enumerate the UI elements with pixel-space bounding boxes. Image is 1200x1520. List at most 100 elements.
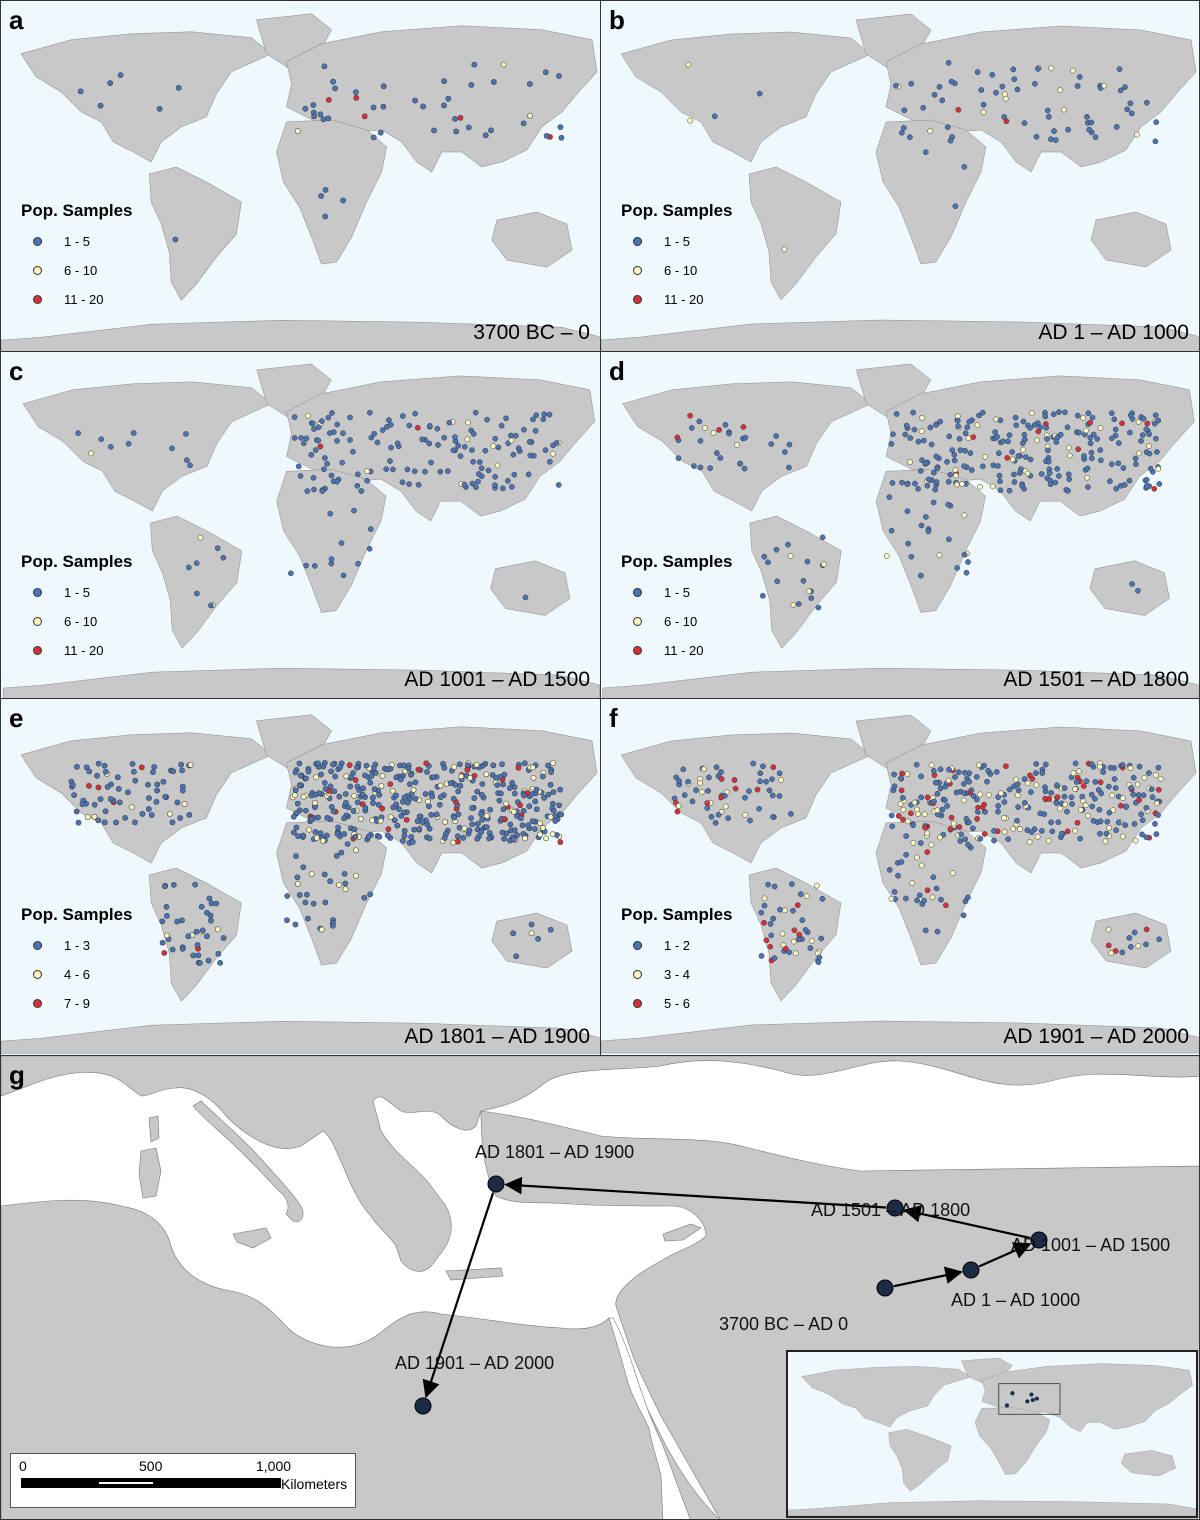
sample-point bbox=[893, 411, 900, 417]
sample-point bbox=[486, 835, 492, 842]
sample-point bbox=[1054, 794, 1061, 800]
sample-point bbox=[977, 835, 984, 842]
sample-point bbox=[528, 930, 535, 937]
sample-point bbox=[445, 468, 451, 474]
sample-point bbox=[919, 414, 925, 421]
world-map bbox=[602, 363, 1199, 698]
sample-point bbox=[910, 409, 916, 416]
legend-label: 1 - 2 bbox=[664, 938, 691, 953]
sample-point bbox=[129, 761, 136, 767]
sample-point bbox=[139, 811, 146, 817]
sample-point bbox=[924, 482, 931, 489]
sample-point bbox=[186, 812, 193, 818]
sample-point bbox=[955, 106, 962, 113]
sample-point bbox=[101, 819, 108, 826]
land-north-america bbox=[801, 1366, 972, 1428]
sample-point bbox=[961, 781, 967, 787]
sample-point bbox=[959, 481, 965, 487]
sample-point bbox=[91, 801, 98, 808]
sample-point bbox=[473, 761, 480, 768]
sample-point bbox=[1157, 775, 1164, 782]
sample-point bbox=[1055, 819, 1062, 826]
sample-point bbox=[208, 900, 215, 907]
sample-point bbox=[782, 449, 788, 455]
sample-point bbox=[770, 915, 777, 922]
sample-point bbox=[483, 771, 490, 778]
land-south-america bbox=[748, 166, 842, 301]
sample-point bbox=[922, 824, 928, 831]
sample-point bbox=[487, 806, 493, 813]
sample-point bbox=[348, 774, 355, 780]
sample-point bbox=[1148, 786, 1155, 792]
sample-point bbox=[1143, 926, 1150, 933]
sample-point bbox=[355, 471, 361, 478]
sample-point bbox=[1021, 485, 1027, 492]
sample-point bbox=[713, 764, 720, 771]
sample-point bbox=[340, 572, 347, 579]
sample-point bbox=[406, 481, 412, 487]
sample-point bbox=[934, 807, 941, 814]
path-label-3: AD 1001 – AD 1500 bbox=[1011, 1235, 1171, 1255]
sample-point bbox=[1126, 935, 1133, 941]
legend-dot-mid bbox=[33, 617, 42, 626]
sample-point bbox=[125, 440, 132, 447]
sample-point bbox=[1080, 783, 1087, 789]
sample-point bbox=[1140, 792, 1147, 799]
sample-point bbox=[506, 785, 513, 792]
sample-point bbox=[358, 815, 364, 822]
sample-point bbox=[760, 763, 766, 770]
sample-point bbox=[900, 816, 906, 823]
sample-point bbox=[546, 411, 553, 418]
sample-point bbox=[336, 882, 342, 888]
sample-point bbox=[1033, 782, 1040, 788]
sample-point bbox=[900, 125, 907, 131]
sample-point bbox=[1017, 826, 1023, 832]
sample-point bbox=[1088, 449, 1095, 456]
sample-point bbox=[352, 777, 359, 783]
sample-point bbox=[533, 786, 540, 793]
sample-point bbox=[674, 434, 681, 441]
sample-point bbox=[317, 111, 324, 118]
sample-point bbox=[985, 792, 992, 798]
sample-point bbox=[946, 766, 952, 773]
sample-point bbox=[966, 778, 972, 785]
sample-point bbox=[1155, 465, 1162, 472]
sample-point bbox=[980, 109, 987, 116]
sample-point bbox=[370, 800, 376, 806]
sample-point bbox=[1143, 477, 1150, 483]
sample-point bbox=[922, 460, 929, 466]
land-africa bbox=[276, 469, 387, 613]
sample-point bbox=[521, 760, 528, 767]
legend-item: 1 - 5 bbox=[621, 578, 732, 607]
sample-point bbox=[1152, 412, 1159, 418]
sample-point bbox=[160, 778, 167, 785]
sample-point bbox=[1129, 581, 1135, 587]
sample-point bbox=[359, 791, 366, 798]
sample-point bbox=[482, 132, 489, 139]
sample-point bbox=[513, 432, 519, 439]
sample-point bbox=[334, 421, 341, 428]
sample-point bbox=[303, 562, 309, 569]
panel-letter: f bbox=[609, 703, 618, 733]
sample-point bbox=[949, 870, 956, 876]
sample-point bbox=[1048, 790, 1055, 796]
sample-point bbox=[91, 813, 98, 820]
sample-point bbox=[360, 785, 367, 792]
legend-dot-low bbox=[33, 237, 42, 246]
legend-dot-high bbox=[633, 999, 642, 1008]
sample-point bbox=[452, 781, 459, 788]
sample-point bbox=[435, 442, 441, 448]
sample-point bbox=[1001, 799, 1008, 805]
sample-point bbox=[530, 416, 536, 423]
sample-point bbox=[325, 414, 332, 421]
panel-letter: g bbox=[9, 1060, 25, 1090]
sample-point bbox=[917, 468, 924, 474]
sample-point bbox=[1070, 67, 1076, 74]
legend-item: 11 - 20 bbox=[21, 285, 132, 314]
sample-point bbox=[400, 762, 407, 769]
sample-point bbox=[1108, 461, 1115, 467]
legend-item: 5 - 6 bbox=[621, 989, 732, 1018]
sample-point bbox=[1139, 831, 1145, 838]
sample-point bbox=[1152, 138, 1159, 145]
sample-point bbox=[761, 895, 768, 902]
